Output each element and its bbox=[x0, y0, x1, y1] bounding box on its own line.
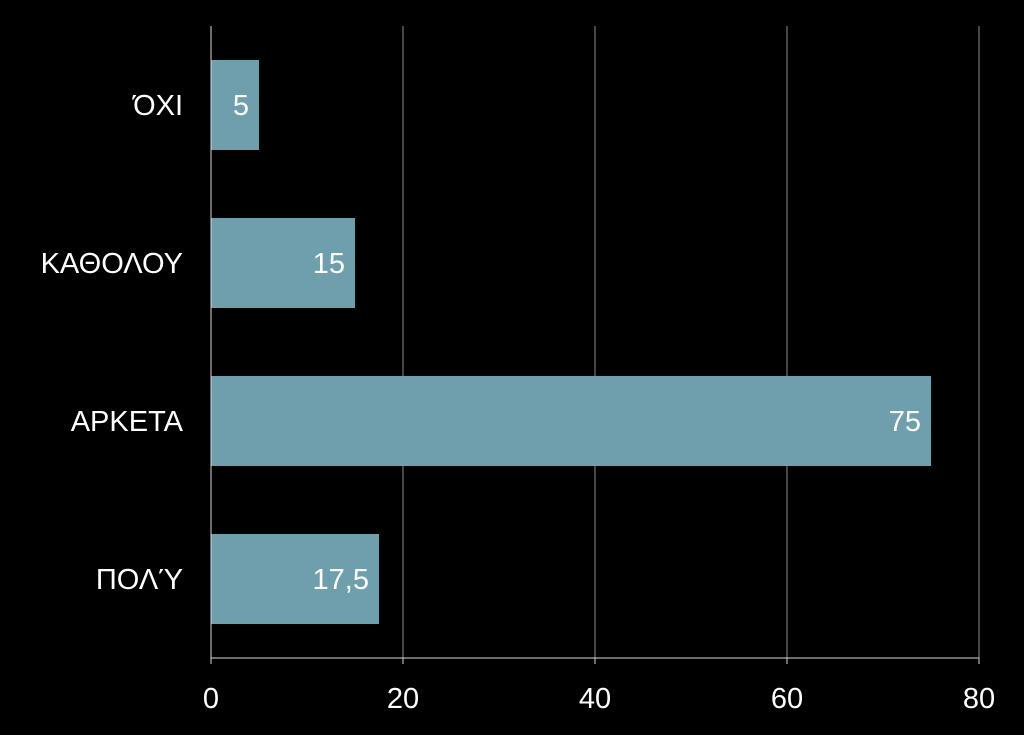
x-tick-label: 20 bbox=[387, 683, 419, 715]
category-label: ΠΟΛΎ bbox=[96, 564, 183, 596]
category-label: ΑΡΚΕΤΑ bbox=[71, 406, 184, 438]
bar-3 bbox=[211, 375, 931, 467]
data-label: 17,5 bbox=[313, 564, 369, 596]
data-label: 5 bbox=[233, 90, 249, 122]
data-label: 15 bbox=[313, 248, 345, 280]
bar-4 bbox=[211, 533, 379, 625]
x-tick-label: 40 bbox=[579, 683, 611, 715]
labels: 0 20 40 60 80 ΌΧΙ 5 ΚΑΘΟΛΟΥ 15 ΑΡΚΕΤΑ 75 ΠΟΛΎ 17,5 bbox=[41, 90, 996, 715]
x-tick-label: 80 bbox=[963, 683, 995, 715]
x-tick-label: 0 bbox=[203, 683, 219, 715]
bar-1 bbox=[211, 59, 259, 151]
bars bbox=[211, 59, 931, 625]
category-label: ΚΑΘΟΛΟΥ bbox=[41, 248, 183, 280]
grid-lines bbox=[402, 26, 980, 658]
bar-2 bbox=[211, 217, 355, 309]
axes bbox=[210, 26, 980, 664]
data-label: 75 bbox=[889, 406, 921, 438]
x-tick-label: 60 bbox=[771, 683, 803, 715]
category-label: ΌΧΙ bbox=[132, 90, 183, 122]
